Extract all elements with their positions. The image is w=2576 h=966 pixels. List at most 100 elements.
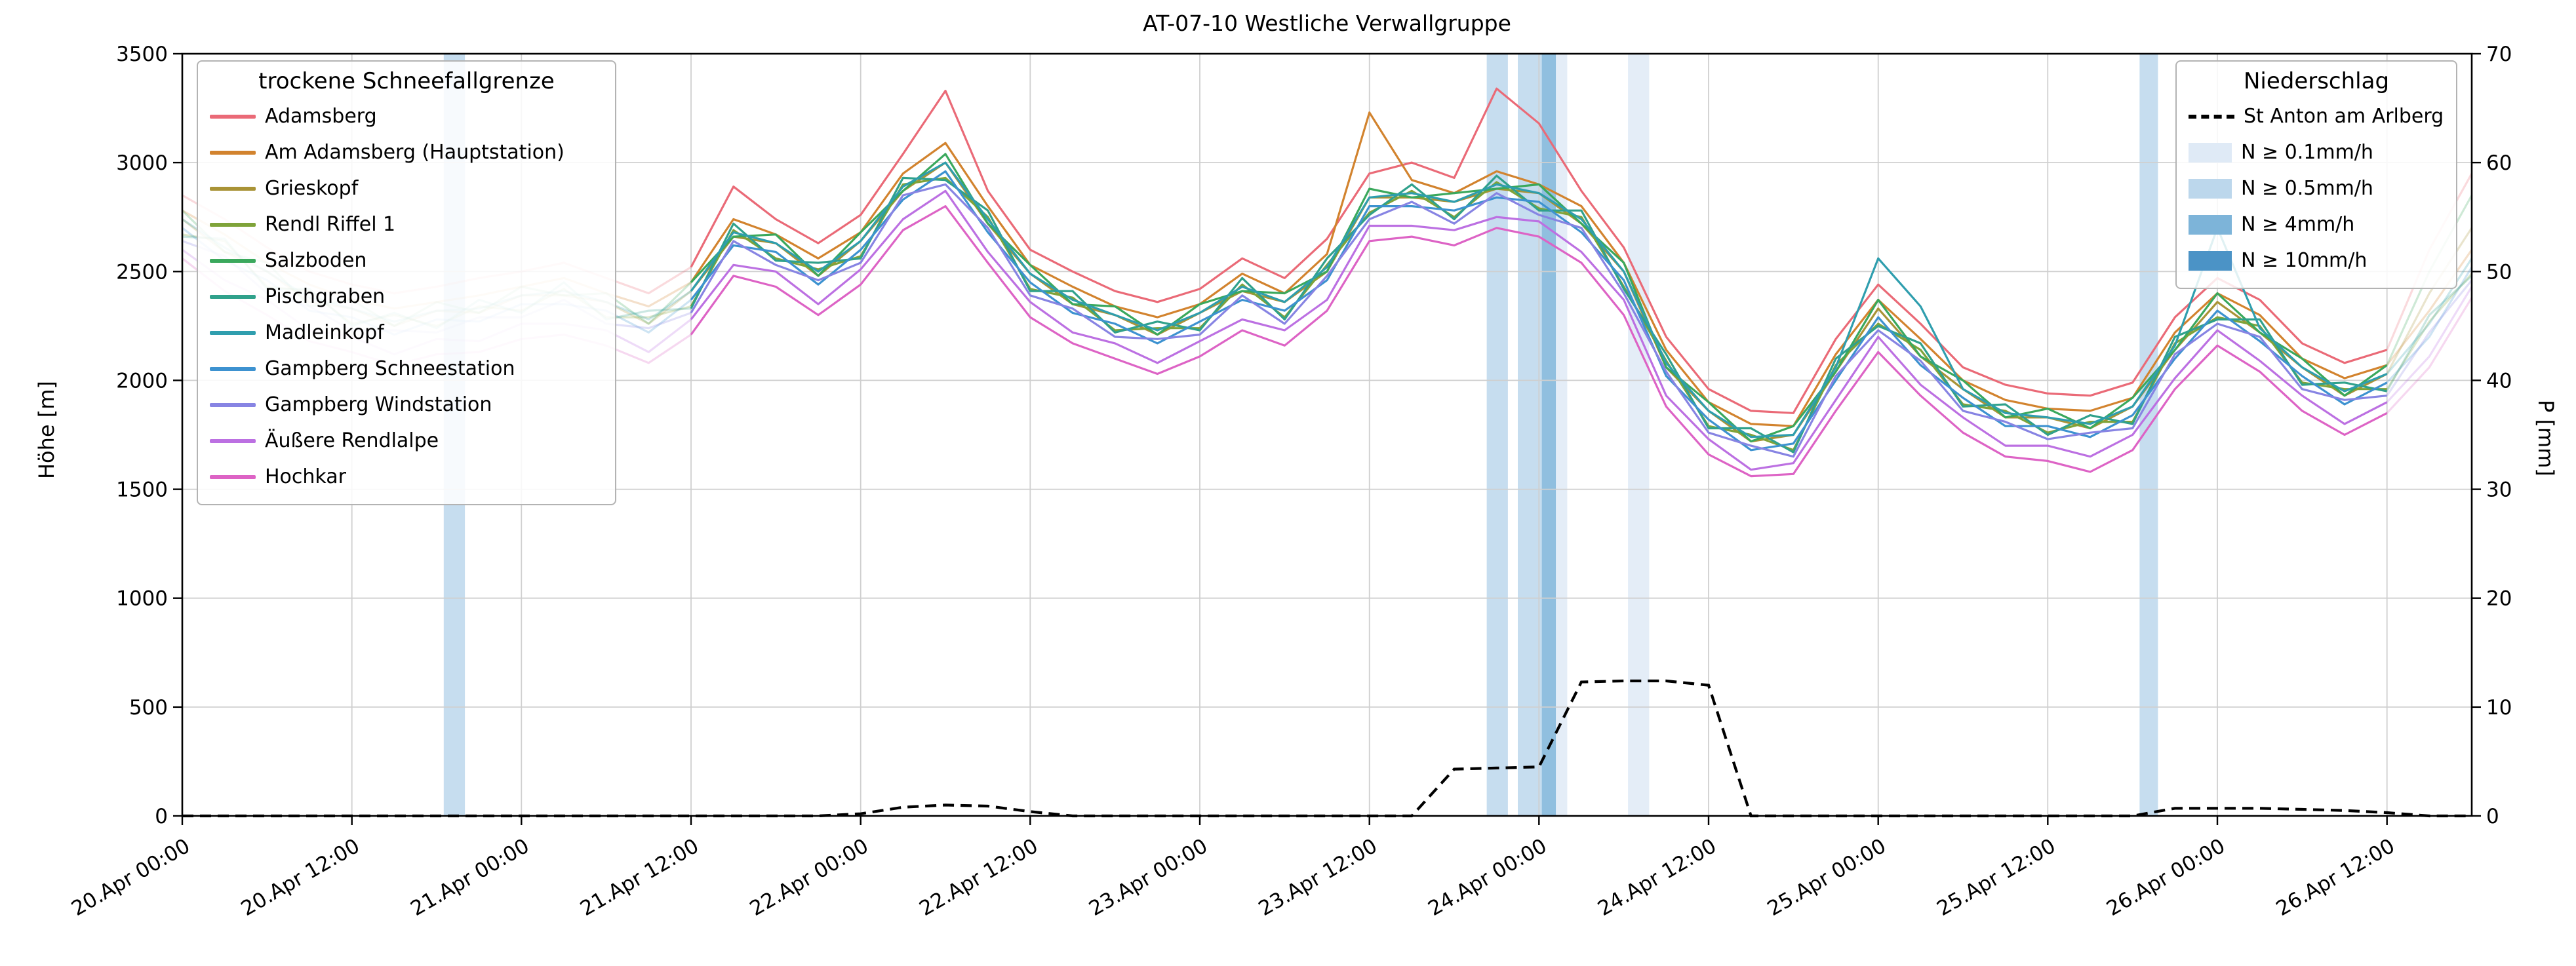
x-tick-label: 23.Apr 00:00 (1085, 834, 1212, 921)
y-tick-label-right: 50 (2486, 260, 2512, 284)
line-swatch (210, 294, 256, 299)
x-tick-label: 20.Apr 00:00 (68, 834, 194, 921)
legend-item-label: Rendl Riffel 1 (265, 213, 396, 236)
plot-border (181, 52, 2473, 817)
y-axis-label-left: Höhe [m] (34, 381, 59, 479)
precip-band (1628, 54, 1650, 816)
x-tick-label: 20.Apr 12:00 (237, 834, 364, 921)
y-tick-label-left: 2000 (116, 369, 168, 393)
legend-item-station: Rendl Riffel 1 (210, 206, 603, 242)
patch-swatch (2189, 250, 2232, 271)
series-line-gampberg-windstation (690, 183, 2387, 458)
legend-item-label: Salzboden (265, 249, 367, 272)
legend-item-station: Gampberg Schneestation (210, 351, 603, 387)
line-swatch (210, 150, 256, 155)
legend-item-label: N ≥ 0.5mm/h (2241, 177, 2373, 200)
legend-item-label: N ≥ 0.1mm/h (2241, 141, 2373, 164)
patch-swatch (2189, 214, 2232, 235)
series-line-adamsberg (690, 87, 2388, 414)
legend-item-label: N ≥ 10mm/h (2241, 249, 2368, 272)
line-swatch (210, 222, 256, 227)
legend-item-label: St Anton am Arlberg (2244, 105, 2444, 128)
x-tick-label: 21.Apr 12:00 (576, 834, 703, 921)
x-tick-label: 24.Apr 00:00 (1424, 834, 1551, 921)
series-line--u-ere-rendlalpe (690, 189, 2388, 471)
y-tick-label-left: 500 (129, 696, 168, 720)
y-tick-label-left: 2500 (116, 260, 168, 284)
series-line-gampberg-windstation (2386, 279, 2473, 396)
precip-band (1541, 54, 1556, 816)
y-tick-label-right: 60 (2486, 151, 2512, 175)
y-tick-label-left: 1000 (116, 587, 168, 611)
legend-item-station: Pischgraben (210, 279, 603, 315)
legend-item-precip-level: N ≥ 0.1mm/h (2189, 134, 2444, 170)
x-tick-label: 26.Apr 12:00 (2272, 834, 2399, 921)
series-line-madleinkopf (2386, 258, 2473, 375)
legend-item-label: Äußere Rendlalpe (265, 429, 439, 452)
y-tick-label-left: 0 (155, 805, 168, 828)
y-tick-label-right: 10 (2486, 696, 2512, 720)
legend-item-label: Am Adamsberg (Hauptstation) (265, 141, 565, 164)
line-swatch (210, 474, 256, 479)
legend-item-label: Gampberg Windstation (265, 393, 492, 416)
x-tick-label: 24.Apr 12:00 (1594, 834, 1720, 921)
x-tick-label: 23.Apr 12:00 (1255, 834, 1381, 921)
line-swatch (210, 402, 256, 407)
x-tick-label: 25.Apr 00:00 (1764, 834, 1890, 921)
legend-item-label: Grieskopf (265, 177, 359, 200)
precip-band (1486, 54, 1508, 816)
dashed-line-swatch (2189, 114, 2234, 119)
series-line-rendl-riffel-1 (690, 176, 2387, 452)
legend-item-label: Adamsberg (265, 105, 377, 128)
series-line-gampberg-schneestation (2386, 266, 2473, 383)
series-line-hochkar (2386, 297, 2473, 414)
precip-band (1518, 54, 1542, 816)
legend-item-label: Pischgraben (265, 285, 386, 308)
precip-line (182, 679, 2472, 818)
series-line-pischgraben (2386, 275, 2473, 392)
series-line-am-adamsberg-hauptstation- (2386, 249, 2473, 366)
patch-swatch (2189, 178, 2232, 199)
chart-title: AT-07-10 Westliche Verwallgruppe (1143, 10, 1511, 36)
series-line-madleinkopf (690, 161, 2388, 438)
legend-item-precip-level: N ≥ 4mm/h (2189, 206, 2444, 242)
legend-item-station: Adamsberg (210, 98, 603, 134)
legend-item-label: Madleinkopf (265, 321, 384, 344)
legend-item-precip-line: St Anton am Arlberg (2189, 98, 2444, 134)
legend-stations: trockene Schneefallgrenze Adamsberg Am A… (197, 60, 616, 505)
legend-item-precip-level: N ≥ 0.5mm/h (2189, 170, 2444, 206)
series-line-rendl-riffel-1 (2386, 273, 2473, 390)
legend-item-station: Gampberg Windstation (210, 387, 603, 423)
y-tick-label-left: 3500 (116, 43, 168, 66)
patch-swatch (2189, 142, 2232, 163)
y-tick-label-right: 0 (2486, 805, 2499, 828)
legend-precip-title: Niederschlag (2243, 68, 2390, 94)
y-tick-label-right: 30 (2486, 478, 2512, 502)
legend-item-station: Äußere Rendlalpe (210, 423, 603, 459)
x-tick-label: 22.Apr 12:00 (915, 834, 1042, 921)
precip-band (1556, 54, 1568, 816)
series-line-hochkar (690, 205, 2388, 478)
line-swatch (210, 114, 256, 119)
legend-item-label: Gampberg Schneestation (265, 357, 515, 380)
legend-item-station: Salzboden (210, 242, 603, 279)
y-tick-label-right: 40 (2486, 369, 2512, 393)
y-tick-label-left: 1500 (116, 478, 168, 502)
legend-item-station: Madleinkopf (210, 315, 603, 351)
legend-item-station: Grieskopf (210, 170, 603, 206)
y-tick-label-right: 20 (2486, 587, 2512, 611)
line-swatch (210, 186, 256, 191)
line-swatch (210, 438, 256, 443)
legend-stations-title: trockene Schneefallgrenze (258, 68, 555, 94)
x-tick-label: 26.Apr 00:00 (2103, 834, 2229, 921)
series-line-grieskopf (2386, 227, 2473, 375)
legend-precipitation: Niederschlag St Anton am Arlberg N ≥ 0.1… (2175, 60, 2457, 289)
x-tick-label: 21.Apr 00:00 (406, 834, 533, 921)
legend-item-station: Hochkar (210, 459, 603, 495)
y-tick-label-left: 3000 (116, 151, 168, 175)
legend-item-label: N ≥ 4mm/h (2241, 213, 2355, 236)
line-swatch (210, 330, 256, 335)
line-swatch (210, 258, 256, 263)
